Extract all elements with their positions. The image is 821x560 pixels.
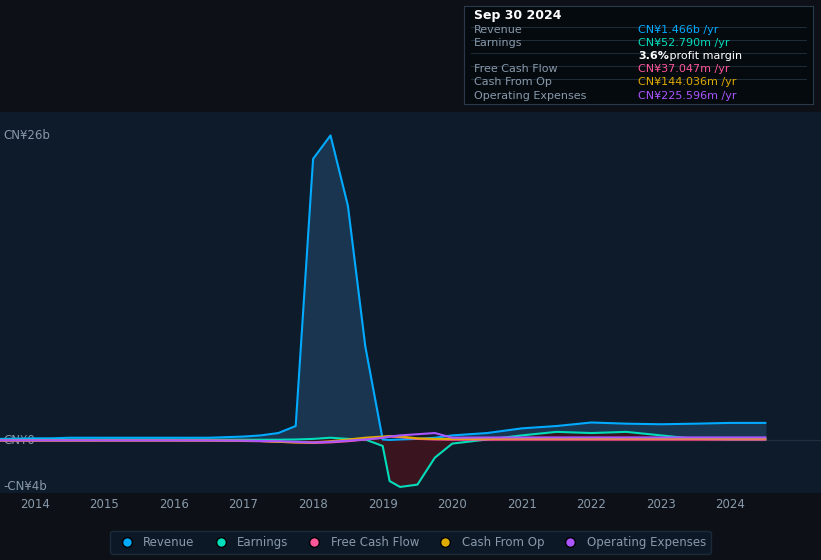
Text: CN¥1.466b /yr: CN¥1.466b /yr — [639, 25, 718, 35]
Text: Sep 30 2024: Sep 30 2024 — [475, 8, 562, 21]
Text: -CN¥4b: -CN¥4b — [3, 480, 47, 493]
Text: Cash From Op: Cash From Op — [475, 77, 553, 87]
Text: profit margin: profit margin — [667, 52, 742, 62]
Text: 3.6%: 3.6% — [639, 52, 669, 62]
Text: CN¥225.596m /yr: CN¥225.596m /yr — [639, 91, 736, 101]
Text: CN¥52.790m /yr: CN¥52.790m /yr — [639, 38, 730, 48]
Text: Free Cash Flow: Free Cash Flow — [475, 64, 558, 74]
Text: Earnings: Earnings — [475, 38, 523, 48]
Text: CN¥37.047m /yr: CN¥37.047m /yr — [639, 64, 730, 74]
Legend: Revenue, Earnings, Free Cash Flow, Cash From Op, Operating Expenses: Revenue, Earnings, Free Cash Flow, Cash … — [110, 531, 711, 553]
Text: CN¥0: CN¥0 — [3, 433, 35, 446]
Text: Operating Expenses: Operating Expenses — [475, 91, 587, 101]
Text: Revenue: Revenue — [475, 25, 523, 35]
Text: CN¥26b: CN¥26b — [3, 129, 50, 142]
Text: CN¥144.036m /yr: CN¥144.036m /yr — [639, 77, 736, 87]
